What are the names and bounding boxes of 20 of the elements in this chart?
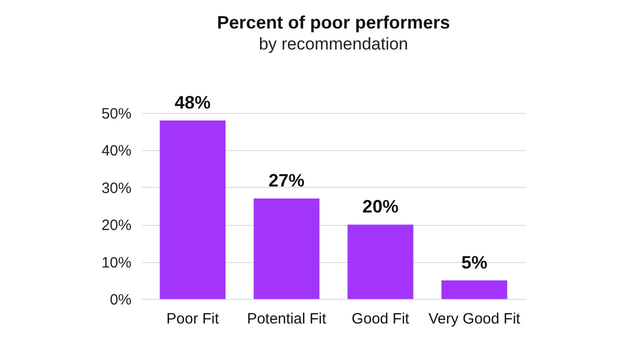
data-label: 5% [461,252,488,272]
y-tick-label: 30% [101,180,132,197]
bar [348,224,414,299]
bar [441,280,508,299]
x-tick-label: Potential Fit [246,310,327,328]
y-tick-label: 40% [101,142,132,160]
chart-subtitle: by recommendation [258,34,408,54]
x-tick-label: Poor Fit [166,310,220,328]
y-tick-label: 10% [101,254,132,272]
y-tick-label: 50% [101,106,132,122]
chart-title: Percent of poor performers [216,12,450,32]
bar [160,120,226,299]
x-tick-label: Very Good Fit [428,310,522,328]
bar [254,198,320,299]
y-tick-label: 20% [101,217,132,234]
data-label: 20% [362,196,398,217]
data-label: 48% [174,92,211,112]
data-label: 27% [268,170,305,191]
y-tick-label: 0% [110,292,132,308]
x-tick-label: Good Fit [352,310,410,328]
